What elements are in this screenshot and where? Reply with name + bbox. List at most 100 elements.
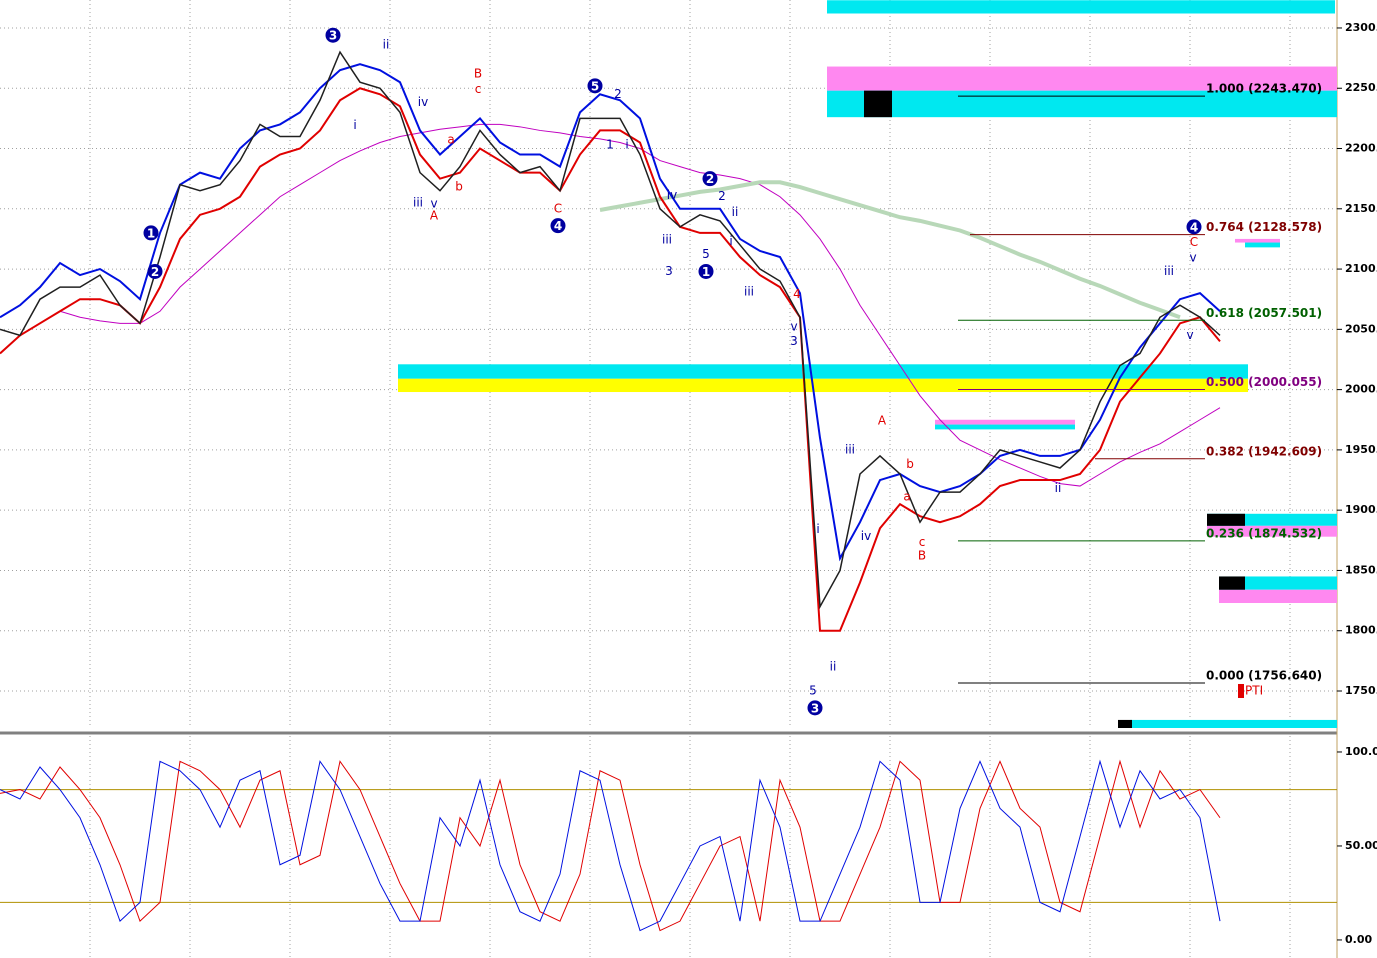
price-zone (398, 378, 1248, 393)
y-tick-label: 1800.0 (1345, 624, 1377, 637)
wave-label: iii (845, 442, 855, 456)
wave-label: 2 (718, 189, 726, 203)
y-tick-label: 2250.0 (1345, 81, 1377, 94)
wave-circle (325, 27, 341, 43)
tag-label: PTI (1245, 683, 1263, 697)
fib-label: 0.764 (2128.578) (1206, 220, 1322, 234)
wave-label: 3 (665, 264, 673, 278)
wave-label: 1 (702, 265, 710, 279)
wave-label: iv (418, 95, 428, 109)
y-tick-label: 2200.0 (1345, 142, 1377, 155)
price-zone (827, 0, 1335, 14)
wave-label: 3 (811, 701, 819, 715)
price-zone (1219, 576, 1245, 590)
wave-circle (587, 78, 603, 94)
price-zone (1207, 525, 1337, 537)
wave-label: 5 (809, 683, 817, 697)
price-zone (1219, 576, 1337, 590)
fib-label: 0.500 (2000.055) (1206, 375, 1322, 389)
wave-label: ii (383, 37, 390, 51)
price-zone (935, 424, 1075, 430)
fib-label: 0.382 (1942.609) (1206, 444, 1322, 458)
series-line (0, 87, 1221, 632)
wave-circle (550, 218, 566, 234)
wave-label: iii (1164, 264, 1174, 278)
wave-label: B (474, 66, 482, 80)
y-tick-label: 2300.0 (1345, 21, 1377, 34)
wave-label: ii (1055, 481, 1062, 495)
wave-label: v (790, 319, 797, 333)
y-tick-label: 1900.0 (1345, 503, 1377, 516)
wave-label: i (353, 118, 356, 132)
fib-label: 0.236 (1874.532) (1206, 526, 1322, 540)
price-zone (935, 419, 1075, 425)
wave-label: a (903, 489, 910, 503)
fib-label: 0.618 (2057.501) (1206, 306, 1322, 320)
wave-circle (147, 263, 163, 279)
price-zone (1219, 589, 1337, 603)
wave-label: iii (662, 233, 672, 247)
price-zone (864, 90, 892, 118)
price-zone (827, 90, 1337, 118)
oscillator-line (0, 759, 1221, 932)
fib-label: 0.000 (1756.640) (1206, 668, 1322, 682)
wave-label: v (1189, 251, 1196, 265)
tag-box (1238, 683, 1244, 698)
y-tick-label: 50.00 (1345, 839, 1377, 852)
wave-label: A (430, 209, 439, 223)
oscillator-line (0, 759, 1221, 932)
y-tick-label: 1950.0 (1345, 443, 1377, 456)
fib-label: 1.000 (2243.470) (1206, 82, 1322, 96)
wave-circle (143, 225, 159, 241)
wave-label: 3 (790, 334, 798, 348)
wave-label: 2 (151, 265, 159, 279)
wave-circle (698, 263, 714, 279)
wave-label: iii (413, 195, 423, 209)
wave-label: i (625, 137, 628, 151)
y-tick-label: 2100.0 (1345, 262, 1377, 275)
wave-label: C (554, 201, 562, 215)
y-tick-label: 2050.0 (1345, 322, 1377, 335)
wave-label: 4 (793, 287, 801, 301)
price-zone (1235, 238, 1280, 243)
wave-circle (1186, 219, 1202, 235)
price-zone (827, 66, 1337, 91)
series-line (0, 50, 1221, 610)
wave-label: 1 (147, 226, 155, 240)
series-line (59, 123, 1221, 487)
price-zone (1130, 719, 1337, 728)
wave-circle (807, 700, 823, 716)
y-tick-label: 2000.0 (1345, 383, 1377, 396)
series-line (0, 63, 1221, 562)
wave-label: C (1190, 235, 1198, 249)
wave-label: 3 (329, 29, 337, 43)
wave-label: v (1186, 328, 1193, 342)
wave-label: i (816, 522, 819, 536)
price-zone (398, 364, 1248, 379)
wave-label: iv (861, 529, 871, 543)
wave-label: 2 (614, 87, 622, 101)
wave-label: 4 (1190, 220, 1198, 234)
wave-label: c (475, 82, 482, 96)
wave-label: c (919, 535, 926, 549)
wave-label: 4 (554, 219, 562, 233)
y-tick-label: 2150.0 (1345, 202, 1377, 215)
wave-label: A (878, 413, 887, 427)
wave-label: iv (667, 188, 677, 202)
wave-label: 5 (591, 79, 599, 93)
wave-label: 5 (702, 247, 710, 261)
price-zone (1118, 719, 1132, 728)
wave-label: 1 (606, 137, 614, 151)
wave-label: v (430, 196, 437, 210)
price-zone (1245, 242, 1280, 248)
wave-circle (702, 171, 718, 187)
wave-label: i (729, 234, 732, 248)
wave-label: b (906, 457, 914, 471)
wave-label: b (455, 180, 463, 194)
wave-label: 2 (706, 172, 714, 186)
wave-label: ii (830, 659, 837, 673)
y-tick-label: 1750.0 (1345, 684, 1377, 697)
series-line (599, 180, 1181, 320)
